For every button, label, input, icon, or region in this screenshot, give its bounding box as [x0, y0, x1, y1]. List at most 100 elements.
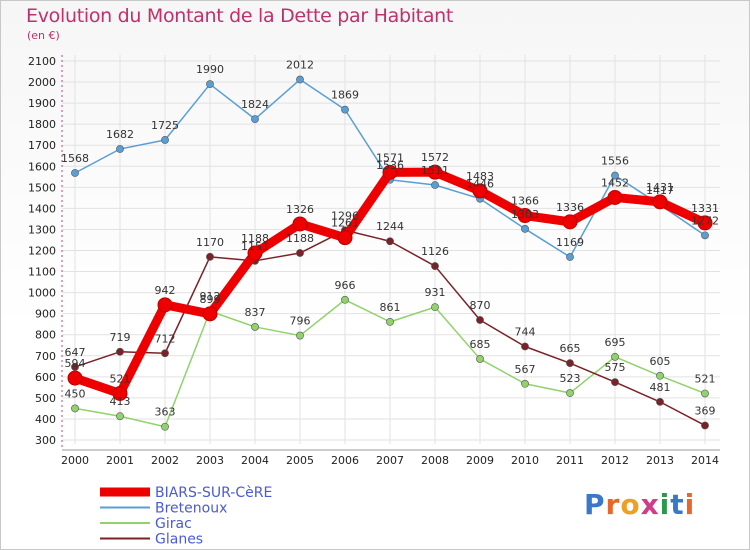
- data-label: 647: [65, 346, 86, 359]
- data-label: 1188: [286, 232, 314, 245]
- data-point: [296, 249, 304, 257]
- data-point: [251, 323, 259, 331]
- data-label: 695: [605, 336, 626, 349]
- data-label: 363: [155, 406, 176, 419]
- data-label: 521: [110, 372, 131, 385]
- legend-label: BIARS-SUR-CèRE: [155, 485, 272, 501]
- data-label: 2012: [286, 59, 314, 72]
- x-tick-label: 2008: [421, 454, 449, 467]
- y-tick-label: 2100: [28, 55, 56, 68]
- y-tick-label: 300: [35, 434, 56, 447]
- x-tick-label: 2003: [196, 454, 224, 467]
- data-point: [116, 145, 124, 153]
- legend-label: Bretenoux: [155, 501, 227, 517]
- data-label: 1326: [286, 203, 314, 216]
- x-tick-label: 2014: [691, 454, 719, 467]
- data-label: 1536: [376, 159, 404, 172]
- data-point: [566, 389, 574, 397]
- data-label: 481: [650, 381, 671, 394]
- data-point: [296, 75, 304, 84]
- y-tick-label: 500: [35, 392, 56, 405]
- data-point: [472, 183, 488, 199]
- data-label: 837: [245, 306, 266, 319]
- data-point: [71, 363, 79, 371]
- x-tick-label: 2010: [511, 454, 539, 467]
- y-tick-label: 1600: [28, 160, 56, 173]
- proxiti-logo: Proxiti: [584, 488, 696, 521]
- y-tick-label: 1400: [28, 202, 56, 215]
- data-point: [341, 295, 349, 304]
- data-label: 966: [335, 279, 356, 292]
- data-label: 931: [425, 286, 446, 299]
- data-point: [611, 171, 619, 180]
- data-point: [202, 306, 218, 322]
- data-label: 899: [200, 293, 221, 306]
- data-point: [251, 115, 259, 124]
- data-label: 594: [65, 357, 86, 370]
- data-point: [476, 316, 484, 324]
- x-tick-label: 2004: [241, 454, 269, 467]
- legend-label: Girac: [155, 516, 192, 532]
- y-tick-label: 1300: [28, 223, 56, 236]
- data-point: [611, 378, 619, 386]
- data-point: [71, 404, 79, 413]
- data-point: [427, 164, 443, 180]
- data-label: 912: [200, 290, 221, 303]
- y-tick-label: 1200: [28, 245, 56, 258]
- data-point: [247, 245, 263, 261]
- data-label: 1572: [421, 151, 449, 164]
- x-tick-label: 2000: [61, 454, 89, 467]
- data-point: [521, 342, 529, 351]
- data-label: 369: [695, 404, 716, 417]
- data-point: [161, 136, 169, 144]
- data-label: 1261: [331, 217, 359, 230]
- data-point: [611, 352, 619, 361]
- data-label: 523: [560, 372, 581, 385]
- data-point: [562, 214, 578, 230]
- data-point: [652, 194, 668, 210]
- data-label: 1990: [196, 63, 224, 76]
- y-tick-label: 1100: [28, 266, 56, 279]
- x-tick-label: 2012: [601, 454, 629, 467]
- data-point: [697, 215, 713, 231]
- data-label: 605: [650, 355, 671, 368]
- data-label: 665: [560, 342, 581, 355]
- data-label: 1483: [466, 170, 494, 183]
- data-label: 796: [290, 315, 311, 328]
- data-point: [656, 371, 664, 380]
- data-point: [341, 105, 349, 114]
- data-label: 1869: [331, 89, 359, 102]
- y-tick-label: 1000: [28, 287, 56, 300]
- data-label: 1296: [331, 209, 359, 222]
- data-point: [161, 349, 169, 358]
- data-point: [431, 181, 439, 189]
- data-label: 1452: [601, 176, 629, 189]
- data-point: [296, 331, 304, 340]
- data-point: [292, 216, 308, 232]
- x-tick-label: 2005: [286, 454, 314, 467]
- data-label: 450: [65, 387, 86, 400]
- data-point: [656, 397, 664, 406]
- data-label: 1682: [106, 128, 134, 141]
- data-label: 1431: [646, 181, 674, 194]
- axes: 300 400 500 600 700 800 900 1000 1100 1200 1300 140…: [28, 55, 720, 467]
- data-point: [116, 347, 124, 356]
- data-point: [701, 389, 709, 398]
- data-point: [112, 385, 128, 401]
- data-point: [607, 189, 623, 205]
- data-point: [67, 370, 83, 386]
- data-label: 1556: [601, 155, 629, 168]
- data-point: [566, 253, 574, 261]
- data-point: [161, 422, 169, 431]
- data-label: 1188: [241, 232, 269, 245]
- data-label: 1725: [151, 119, 179, 132]
- data-point: [386, 237, 394, 246]
- data-point: [157, 297, 173, 313]
- data-label: 1170: [196, 236, 224, 249]
- data-point: [71, 169, 79, 177]
- data-point: [431, 303, 439, 312]
- chart-title: Evolution du Montant de la Dette par Hab…: [26, 5, 454, 27]
- x-tick-label: 2009: [466, 454, 494, 467]
